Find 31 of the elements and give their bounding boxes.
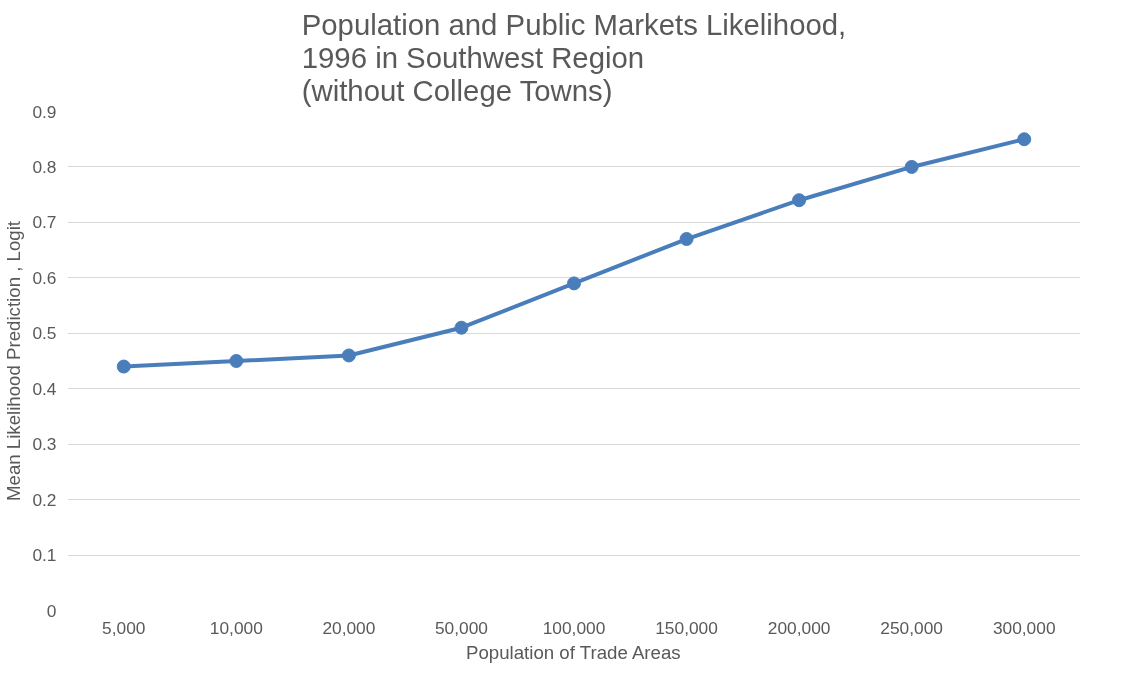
chart-title: Population and Public Markets Likelihood, 1996 in Southwest Region (without College Towns) <box>301 7 847 107</box>
x-tick-label: 150,000 <box>655 617 718 638</box>
y-tick-label: 0.3 <box>32 434 57 455</box>
x-tick-label: 50,000 <box>434 617 488 638</box>
point <box>1017 132 1032 147</box>
point <box>341 348 356 363</box>
point <box>679 232 694 247</box>
y-tick-label: 0.2 <box>32 489 57 510</box>
x-tick-label: 250,000 <box>880 617 943 638</box>
y-axis-title: Mean Likelihood Prediction , Logit <box>3 220 25 502</box>
x-tick-label: 200,000 <box>767 617 831 638</box>
point <box>567 276 581 291</box>
point <box>792 193 807 208</box>
point <box>454 320 469 335</box>
x-tick-label: 300,000 <box>992 617 1056 638</box>
y-tick-label: 0.6 <box>32 267 57 288</box>
x-axis-title: Population of Trade Areas <box>465 641 681 663</box>
y-tick-label: 0 <box>46 600 57 621</box>
x-tick-label: 10,000 <box>209 617 263 638</box>
y-tick-label: 0.1 <box>32 545 57 566</box>
y-tick-label: 0.9 <box>32 101 57 122</box>
y-tick-label: 0.7 <box>32 212 57 233</box>
point <box>116 359 131 374</box>
y-tick-label: 0.4 <box>32 378 57 399</box>
x-tick-label: 5,000 <box>102 617 146 638</box>
y-tick-label: 0.8 <box>32 156 57 177</box>
y-tick-label: 0.5 <box>32 323 57 344</box>
x-tick-label: 20,000 <box>322 617 376 638</box>
point <box>229 354 244 368</box>
point <box>904 159 919 174</box>
x-tick-label: 100,000 <box>542 617 606 638</box>
